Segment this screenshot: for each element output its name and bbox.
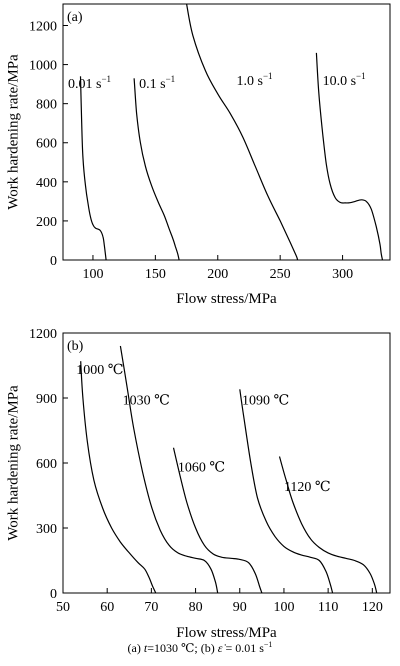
chart-panel-a: 100 150 200 250 300 0 200 400 600 800 1000 1200 (a) F… xyxy=(5,3,391,307)
x-tick-label: 120 xyxy=(362,600,383,615)
series-line-5 xyxy=(278,456,378,594)
series-label-4: 1090 ℃ xyxy=(242,394,289,409)
x-tick-label: 80 xyxy=(189,600,203,615)
y-tick-label: 800 xyxy=(36,98,57,113)
series-line-2 xyxy=(133,78,180,261)
y-axis-label: Work hardening rate/MPa xyxy=(5,54,21,210)
x-tick-label: 300 xyxy=(332,267,353,282)
plot-frame xyxy=(62,3,391,261)
caption-rate-value: = 0.01 s xyxy=(225,641,264,655)
series-label-3: 1060 ℃ xyxy=(178,461,225,476)
y-tick-label: 0 xyxy=(50,587,57,602)
caption-part-b: (b) xyxy=(200,641,215,655)
series-line-4 xyxy=(239,389,334,594)
caption-rate-exp: −1 xyxy=(263,640,273,649)
x-tick-label: 250 xyxy=(270,267,291,282)
x-axis-label: Flow stress/MPa xyxy=(176,291,277,307)
y-tick-label: 900 xyxy=(36,392,57,407)
y-tick-label: 0 xyxy=(50,254,57,269)
panel-label: (b) xyxy=(67,339,84,354)
series-line-4 xyxy=(315,52,384,261)
caption-t-value: =1030 ℃; xyxy=(147,641,198,655)
series-line-1 xyxy=(80,361,157,594)
y-tick-label: 1200 xyxy=(29,327,57,342)
y-tick-label: 400 xyxy=(36,176,57,191)
series-label-1: 1000 ℃ xyxy=(76,363,123,378)
x-tick-label: 60 xyxy=(100,600,114,615)
x-axis-label: Flow stress/MPa xyxy=(176,625,277,641)
y-tick-label: 600 xyxy=(36,137,57,152)
y-tick-label: 600 xyxy=(36,457,57,472)
series-line-3 xyxy=(186,3,299,261)
y-tick-label: 300 xyxy=(36,522,57,537)
figure-caption: (a) t=1030 ℃; (b) ε̇ = 0.01 s−1 xyxy=(0,640,400,656)
x-tick-label: 100 xyxy=(273,600,294,615)
caption-t-symbol: t xyxy=(143,641,148,655)
caption-part-a: (a) xyxy=(127,641,141,655)
x-tick-label: 70 xyxy=(144,600,158,615)
x-tick-label: 90 xyxy=(233,600,247,615)
y-axis-label: Work hardening rate/MPa xyxy=(5,385,21,541)
series-label-2: 0.1 s−1 xyxy=(139,74,175,92)
panel-label: (a) xyxy=(67,10,83,25)
x-tick-label: 150 xyxy=(145,267,166,282)
y-tick-label: 200 xyxy=(36,215,57,230)
y-tick-label: 1200 xyxy=(29,19,57,34)
series-label-1: 0.01 s−1 xyxy=(68,74,111,92)
series-label-4: 10.0 s−1 xyxy=(323,71,366,89)
series-line-2 xyxy=(119,345,219,594)
x-tick-label: 100 xyxy=(82,267,103,282)
caption-rate-symbol: ε̇ xyxy=(217,641,223,655)
series-line-1 xyxy=(79,76,107,261)
x-tick-label: 200 xyxy=(207,267,228,282)
y-tick-label: 1000 xyxy=(29,59,57,74)
series-label-3: 1.0 s−1 xyxy=(236,71,272,89)
series-line-3 xyxy=(172,447,263,594)
chart-panel-b: 50 60 70 80 90 100 110 12003006009001200(b)Flow… xyxy=(5,327,391,641)
series-label-2: 1030 ℃ xyxy=(123,394,170,409)
series-label-5: 1120 ℃ xyxy=(284,480,331,495)
x-tick-label: 50 xyxy=(56,600,70,615)
x-tick-label: 110 xyxy=(318,600,338,615)
